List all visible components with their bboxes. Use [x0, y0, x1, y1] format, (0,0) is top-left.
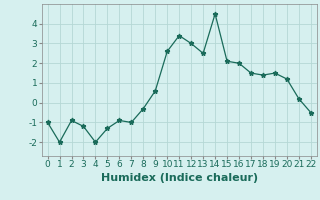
X-axis label: Humidex (Indice chaleur): Humidex (Indice chaleur) [100, 173, 258, 183]
